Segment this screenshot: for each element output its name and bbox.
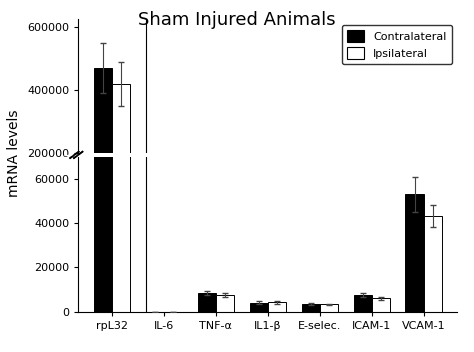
Legend: Contralateral, Ipsilateral: Contralateral, Ipsilateral [342,25,452,64]
Bar [320,304,338,312]
Bar [301,215,320,216]
Bar [301,304,320,312]
Bar [250,215,268,216]
Bar [424,216,442,312]
Bar [372,298,390,312]
Bar [250,303,268,312]
Bar [112,84,130,216]
Text: mRNA levels: mRNA levels [7,109,21,197]
Bar [354,295,372,312]
Bar [198,293,216,312]
Bar [216,295,234,312]
Bar [372,214,390,216]
Bar [94,68,112,216]
Bar [268,302,286,312]
Bar [354,214,372,216]
Bar [216,214,234,216]
Text: Sham Injured Animals: Sham Injured Animals [138,11,336,29]
Bar [320,215,338,216]
Bar [405,199,424,216]
Bar [112,0,130,312]
Bar [94,0,112,312]
Bar [268,215,286,216]
Bar [424,202,442,216]
Bar [405,194,424,312]
Bar [198,213,216,216]
